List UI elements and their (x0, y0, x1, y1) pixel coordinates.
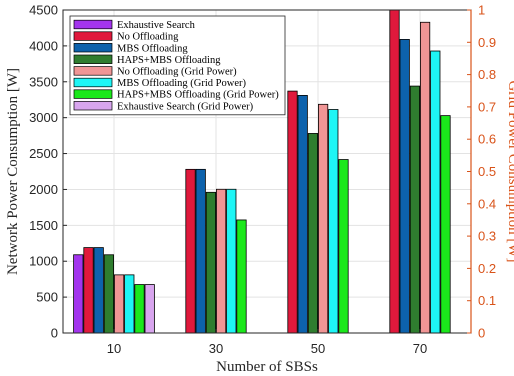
y-right-tick-label: 0.6 (478, 132, 496, 147)
bar (103, 254, 114, 334)
y-tick-label: 0 (51, 326, 58, 341)
y-right-tick-label: 0.4 (478, 196, 496, 211)
bar (287, 90, 298, 334)
legend-label: MBS Offloading (117, 43, 188, 54)
legend-label: HAPS+MBS Offloading (117, 55, 221, 66)
y-tick-label: 3500 (29, 74, 58, 89)
y-tick-label: 2000 (29, 182, 58, 197)
legend-label: No Offloading (117, 32, 179, 43)
x-tick-label: 10 (107, 341, 121, 356)
bar (195, 168, 206, 334)
y-right-tick-label: 1 (478, 3, 485, 18)
legend-label: Exhaustive Search (Grid Power) (117, 101, 254, 112)
legend-label: MBS Offloading (Grid Power) (117, 78, 247, 89)
bar (399, 39, 410, 334)
bars (73, 9, 461, 334)
legend-swatch (73, 101, 113, 111)
y-tick-label: 4000 (29, 38, 58, 53)
y-right-tick-label: 0.3 (478, 229, 496, 244)
bar (144, 284, 155, 334)
bar (83, 247, 94, 334)
legend-label: HAPS+MBS Offloading (Grid Power) (117, 90, 279, 101)
legend-swatch (73, 43, 113, 53)
y-right-tick-label: 0.5 (478, 164, 496, 179)
left-axis-ticks: 0 500 1000 1500 2000 2500 3000 3500 4000 4500 (29, 3, 67, 341)
x-tick-label: 50 (311, 341, 325, 356)
bar (420, 21, 431, 334)
bar (93, 247, 104, 334)
bar (338, 159, 349, 334)
legend-swatch (73, 19, 113, 30)
bar (409, 85, 420, 334)
y-right-tick-label: 0.9 (478, 35, 496, 50)
y-axis-right-label: Grid Power Consumption [W] (505, 80, 514, 262)
right-axis-ticks: 0 0.1 0.2 0.3 0.4 0.5 0.6 0.7 0.8 0.9 1 (467, 3, 496, 341)
y-axis-label: Network Power Consumption [W] (5, 68, 21, 275)
y-tick-label: 4500 (29, 3, 58, 18)
legend-swatch (73, 89, 113, 99)
y-tick-label: 500 (36, 290, 58, 305)
y-tick-label: 1500 (29, 218, 58, 233)
y-tick-label: 1000 (29, 254, 58, 269)
bar (114, 274, 125, 334)
y-tick-label: 3000 (29, 110, 58, 125)
y-right-tick-label: 0.1 (478, 293, 496, 308)
legend-label: No Offloading (Grid Power) (117, 67, 237, 78)
legend-swatch (73, 66, 113, 76)
legend-swatch (73, 31, 113, 41)
bar (430, 50, 441, 334)
x-tick-label: 30 (209, 341, 223, 356)
x-axis-ticks: 10 30 50 70 (107, 329, 427, 356)
y-right-tick-label: 0.8 (478, 67, 496, 82)
legend-label: Exhaustive Search (117, 20, 196, 31)
y-right-tick-label: 0.2 (478, 261, 496, 276)
bar (226, 188, 237, 334)
legend-swatch (73, 77, 113, 88)
bar (124, 274, 135, 334)
x-axis-label: Number of SBSs (216, 359, 318, 375)
bar (307, 133, 318, 334)
bar (73, 254, 84, 334)
bar (216, 188, 227, 334)
legend-swatch (73, 54, 113, 64)
y-tick-label: 2500 (29, 146, 58, 161)
x-tick-label: 70 (413, 341, 427, 356)
bar (297, 95, 308, 334)
y-right-tick-label: 0.7 (478, 99, 496, 114)
bar (328, 109, 339, 334)
bar (389, 9, 400, 334)
y-right-tick-label: 0 (478, 326, 485, 341)
bar (318, 103, 329, 334)
bar (205, 191, 216, 334)
bar (185, 168, 196, 334)
bar (134, 284, 145, 334)
bar (236, 219, 247, 334)
bar (440, 115, 451, 334)
